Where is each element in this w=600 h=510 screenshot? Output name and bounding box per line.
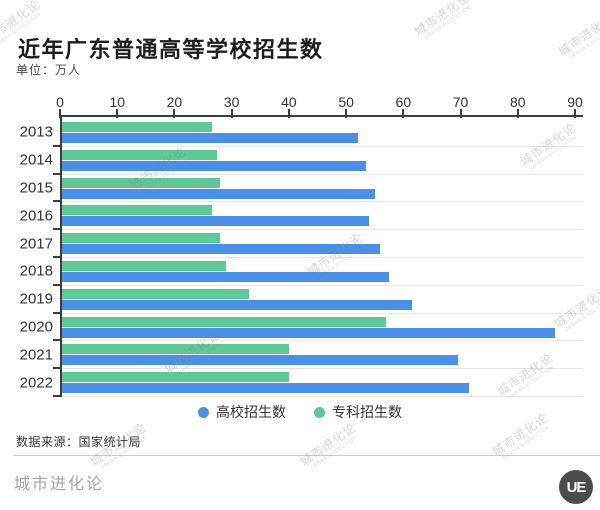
y-axis-label-2015: 2015 (19, 179, 53, 197)
chart-title: 近年广东普通高等学校招生数 (18, 36, 324, 62)
y-axis-label-2019: 2019 (19, 290, 53, 308)
y-axis-line (60, 115, 62, 397)
year-row-2015: 2015 (20, 175, 583, 203)
y-tick-mark-2017 (53, 255, 60, 258)
year-row-2019: 2019 (20, 286, 583, 314)
x-tick-label-70: 70 (452, 94, 469, 110)
x-tick-mark-0 (59, 109, 61, 118)
y-axis-label-2016: 2016 (19, 207, 53, 225)
data-source: 数据来源：国家统计局 (16, 435, 142, 449)
legend-dot-icon (198, 406, 209, 418)
legend-item-vocational: 专科招生数 (314, 402, 402, 422)
bar-vocational-2022 (60, 372, 289, 383)
bar-vocational-2021 (60, 344, 289, 355)
brand-watermark: 城市进化论 URBAN EVOLUTION (297, 420, 359, 472)
y-axis-label-2013: 2013 (19, 123, 53, 141)
bar-higher-ed-2014 (60, 160, 367, 171)
bar-higher-ed-2020 (60, 327, 555, 338)
y-tick-mark-2018 (53, 283, 60, 286)
legend: 高校招生数 专科招生数 (0, 403, 600, 421)
bar-higher-ed-2015 (60, 188, 375, 199)
x-tick-mark-60 (402, 109, 405, 118)
y-tick-mark-2014 (53, 172, 60, 175)
y-tick-mark-2016 (53, 228, 60, 231)
x-tick-mark-90 (574, 109, 576, 118)
legend-dot-icon (314, 406, 325, 418)
year-row-2013: 2013 (20, 119, 583, 147)
x-axis-line (60, 115, 583, 117)
x-tick-label-60: 60 (395, 94, 412, 110)
x-tick-label-30: 30 (223, 94, 240, 110)
y-tick-mark-2022 (53, 394, 60, 397)
year-row-2021: 2021 (20, 341, 583, 370)
bar-vocational-2018 (60, 260, 226, 271)
x-tick-mark-50 (345, 109, 348, 118)
x-tick-label-80: 80 (509, 94, 526, 110)
bar-vocational-2016 (60, 205, 212, 216)
x-tick-mark-80 (516, 109, 519, 118)
bar-higher-ed-2013 (60, 133, 358, 143)
legend-item-higher-ed: 高校招生数 (198, 402, 286, 422)
bar-vocational-2015 (60, 177, 221, 188)
bar-vocational-2017 (60, 233, 221, 244)
bar-higher-ed-2019 (60, 299, 412, 310)
brand-name: 城市进化论 (14, 476, 105, 493)
x-tick-mark-20 (173, 109, 176, 118)
y-axis-label-2020: 2020 (19, 318, 53, 336)
year-row-2017: 2017 (20, 230, 583, 258)
y-tick-mark-2021 (53, 367, 60, 370)
bar-higher-ed-2016 (60, 216, 369, 227)
bar-vocational-2013 (60, 122, 212, 132)
y-tick-mark-2013 (53, 144, 60, 147)
year-row-2022: 2022 (20, 369, 583, 397)
y-axis-label-2018: 2018 (19, 262, 53, 280)
plot-area: 2013 2014 2015 2016 2017 2018 2019 2020 2021 2022 (20, 115, 583, 397)
x-tick-mark-10 (116, 109, 119, 118)
x-tick-label-50: 50 (338, 94, 354, 110)
bar-vocational-2019 (60, 288, 249, 299)
brand-logo: UE (559, 470, 593, 504)
y-axis-label-2014: 2014 (19, 151, 53, 169)
year-row-2018: 2018 (20, 258, 583, 286)
y-tick-mark-2015 (53, 200, 60, 203)
x-tick-label-0: 0 (56, 94, 64, 110)
bar-vocational-2020 (60, 316, 387, 327)
brand-watermark: 城市进化论 URBAN EVOLUTION (555, 10, 600, 62)
bar-higher-ed-2018 (60, 271, 390, 282)
bar-higher-ed-2022 (60, 383, 470, 394)
y-axis-label-2022: 2022 (19, 374, 53, 392)
footer-divider (13, 455, 600, 456)
x-tick-mark-30 (230, 109, 233, 118)
bar-vocational-2014 (60, 149, 218, 160)
year-row-2020: 2020 (20, 314, 583, 342)
unit-label: 单位：万人 (16, 63, 82, 77)
legend-label: 高校招生数 (216, 404, 286, 420)
x-tick-label-90: 90 (567, 94, 583, 110)
bar-higher-ed-2021 (60, 355, 458, 366)
brand-watermark: 城市进化论 URBAN EVOLUTION (411, 0, 473, 42)
y-axis-label-2021: 2021 (19, 346, 53, 364)
legend-label: 专科招生数 (332, 404, 402, 420)
x-tick-label-40: 40 (281, 94, 297, 110)
y-tick-mark-2020 (53, 339, 60, 342)
x-tick-mark-40 (287, 109, 290, 118)
y-axis-label-2017: 2017 (19, 235, 53, 253)
year-row-2016: 2016 (20, 202, 583, 231)
bar-higher-ed-2017 (60, 244, 381, 255)
x-tick-label-10: 10 (109, 94, 126, 110)
x-tick-label-20: 20 (166, 94, 183, 110)
y-tick-mark-2019 (53, 311, 60, 314)
x-tick-mark-70 (459, 109, 462, 118)
year-row-2014: 2014 (20, 147, 583, 175)
